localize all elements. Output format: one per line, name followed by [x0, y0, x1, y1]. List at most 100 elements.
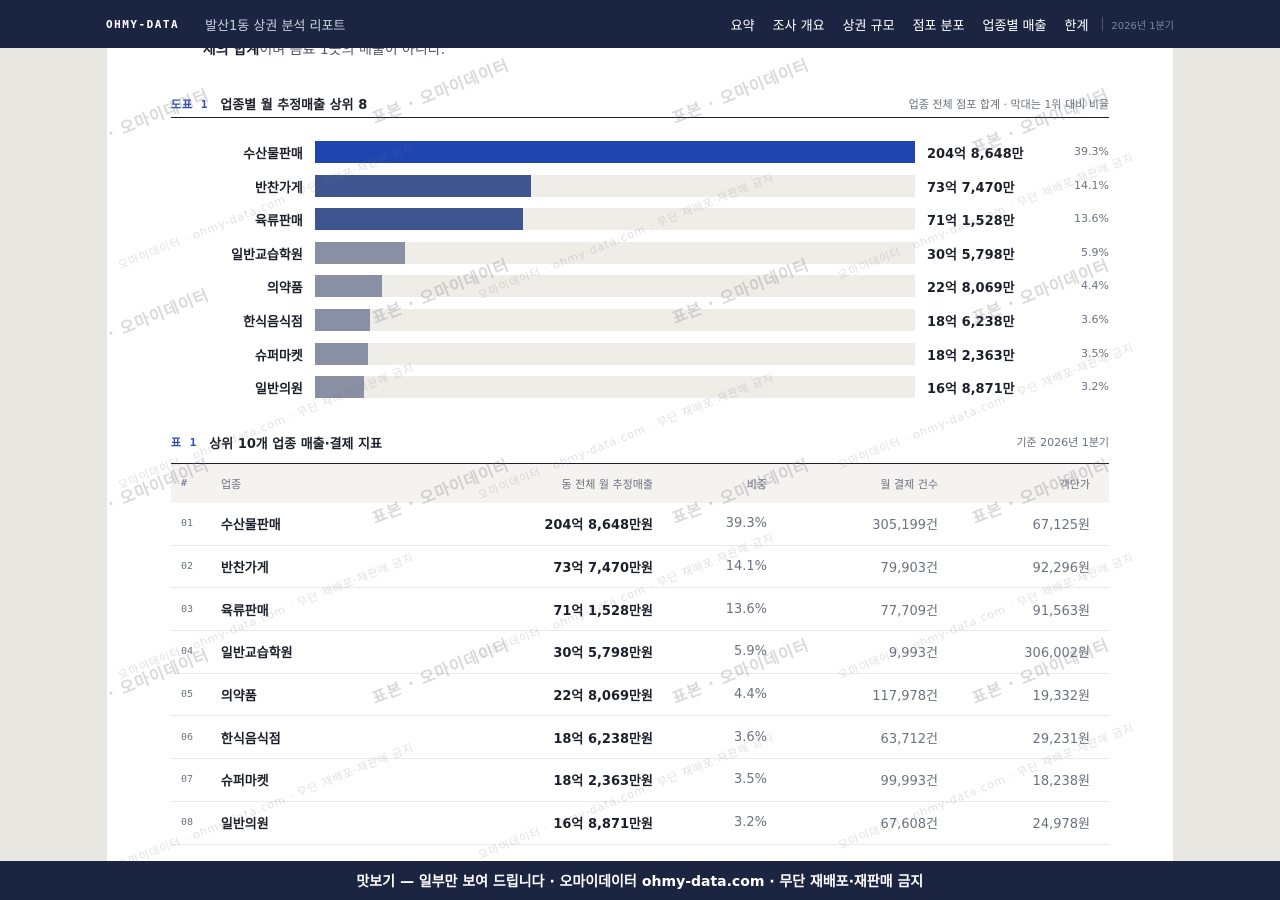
row-count: 99,993건: [880, 774, 938, 790]
row-number: 02: [181, 561, 194, 573]
nav-market-size[interactable]: 상권 규모: [842, 18, 895, 34]
row-avg: 306,002원: [1024, 646, 1090, 662]
row-number: 03: [181, 603, 194, 615]
table-row: 04 일반교습학원 30억 5,798만원 5.9% 9,993건 306,00…: [171, 631, 1109, 674]
bar: [315, 174, 531, 197]
intro-rest: 이며 음료 1곳의 매출이 아니다.: [259, 48, 446, 58]
bar: [315, 275, 382, 298]
nav-summary[interactable]: 요약: [730, 18, 755, 34]
bar-track: [315, 174, 915, 197]
preview-banner-text: 맛보기 — 일부만 보여 드립니다 · 오마이데이터 ohmy-data.com…: [356, 873, 924, 890]
row-share: 3.5%: [733, 772, 767, 788]
table-note: 기준 2026년 1분기: [1016, 436, 1109, 449]
table-row: 01 수산물판매 204억 8,648만원 39.3% 305,199건 67,…: [171, 503, 1109, 546]
table-head-row: # 업종 동 전체 월 추정매출 비중 월 결제 건수 객단가: [171, 463, 1109, 503]
preview-banner: 맛보기 — 일부만 보여 드립니다 · 오마이데이터 ohmy-data.com…: [0, 861, 1280, 900]
bar-row: 반찬가게 73억 7,470만 14.1%: [171, 174, 1109, 197]
bar-value-label: 30억 5,798만: [927, 247, 1015, 263]
bar: [315, 241, 405, 264]
bar-row: 의약품 22억 8,069만 4.4%: [171, 275, 1109, 298]
bar-track: [315, 141, 915, 163]
row-count: 79,903건: [880, 561, 938, 577]
row-category: 수산물판매: [221, 518, 281, 534]
bar-track: [315, 309, 915, 331]
bar-track: [315, 241, 915, 264]
col-category: 업종: [221, 477, 242, 491]
row-category: 육류판매: [221, 603, 269, 619]
row-sales: 71억 1,528만원: [553, 603, 653, 619]
bar-track: [315, 376, 915, 399]
section-nav: 요약 조사 개요 상권 규모 점포 분포 업종별 매출 한계 2026년 1분기: [713, 15, 1174, 34]
bar-row: 슈퍼마켓 18억 2,363만 3.5%: [171, 342, 1109, 365]
row-avg: 19,332원: [1032, 689, 1090, 705]
col-share: 비중: [746, 477, 767, 491]
report-page: 세의 합계이며 음료 1곳의 매출이 아니다. 도표 1 업종별 월 추정매출 …: [107, 48, 1173, 861]
table-row: 06 한식음식점 18억 6,238만원 3.6% 63,712건 29,231…: [171, 716, 1109, 760]
intro-bold: 세의 합계: [203, 48, 260, 58]
row-category: 일반교습학원: [221, 646, 293, 662]
row-share: 13.6%: [725, 601, 767, 617]
col-monthly-sales: 동 전체 월 추정매출: [561, 477, 653, 491]
row-number: 07: [181, 774, 194, 786]
nav-sales-by-category[interactable]: 업종별 매출: [982, 18, 1047, 34]
bar-category-label: 일반교습학원: [231, 247, 303, 263]
table-header: 표 1 상위 10개 업종 매출·결제 지표 기준 2026년 1분기: [171, 428, 1109, 456]
table-row: 05 의약품 22억 8,069만원 4.4% 117,978건 19,332원: [171, 674, 1109, 717]
row-number: 08: [181, 817, 194, 829]
bar: [315, 376, 365, 399]
bar-row: 육류판매 71억 1,528만 13.6%: [171, 208, 1109, 231]
col-avg-spend: 객단가: [1059, 477, 1090, 491]
bar: [315, 309, 370, 331]
report-title: 발산1동 상권 분석 리포트: [205, 18, 346, 34]
bar: [315, 342, 369, 365]
bar-track: [315, 275, 915, 298]
row-sales: 204억 8,648만원: [544, 518, 653, 534]
bar-share-label: 4.4%: [1081, 279, 1109, 293]
bar-category-label: 일반의원: [255, 382, 303, 398]
sales-bar-chart: 수산물판매 204억 8,648만 39.3% 반찬가게 73억 7,470만 14.1%…: [171, 141, 1109, 401]
nav-overview[interactable]: 조사 개요: [772, 18, 825, 34]
bar-row: 일반교습학원 30억 5,798만 5.9%: [171, 241, 1109, 264]
row-avg: 24,978원: [1032, 817, 1090, 833]
row-category: 일반의원: [221, 817, 269, 833]
row-category: 한식음식점: [221, 731, 281, 747]
bar-track: [315, 208, 915, 231]
table-row: 03 육류판매 71억 1,528만원 13.6% 77,709건 91,563…: [171, 588, 1109, 632]
bar-category-label: 한식음식점: [243, 315, 303, 330]
figure-label: 도표 1: [171, 97, 209, 111]
row-share: 4.4%: [733, 687, 767, 703]
brand-logo[interactable]: OHMY-DATA: [106, 17, 180, 31]
top-navbar: OHMY-DATA 발산1동 상권 분석 리포트 요약 조사 개요 상권 규모 …: [0, 0, 1280, 48]
row-share: 3.2%: [733, 815, 767, 831]
bar-share-label: 13.6%: [1074, 212, 1109, 226]
bar-value-label: 73억 7,470만: [927, 180, 1015, 196]
row-share: 14.1%: [725, 559, 767, 575]
table-title: 상위 10개 업종 매출·결제 지표: [209, 436, 383, 452]
bar-share-label: 14.1%: [1074, 178, 1109, 192]
bar-share-label: 3.2%: [1081, 380, 1109, 394]
nav-limitations[interactable]: 한계: [1064, 18, 1089, 34]
bar: [315, 208, 524, 231]
bar-share-label: 39.3%: [1074, 145, 1109, 158]
nav-store-distribution[interactable]: 점포 분포: [912, 18, 965, 34]
row-share: 5.9%: [733, 644, 767, 660]
row-sales: 18억 2,363만원: [553, 774, 653, 790]
row-number: 05: [181, 689, 194, 701]
row-share: 39.3%: [725, 516, 767, 532]
row-sales: 30억 5,798만원: [553, 646, 653, 662]
bar-share-label: 5.9%: [1081, 245, 1109, 259]
row-number: 06: [181, 731, 194, 743]
row-share: 3.6%: [733, 729, 767, 745]
sales-table: # 업종 동 전체 월 추정매출 비중 월 결제 건수 객단가 01 수산물판매…: [171, 463, 1109, 845]
row-count: 9,993건: [888, 646, 938, 662]
bar-value-label: 16억 8,871만: [927, 382, 1015, 398]
figure-note: 업종 전체 점포 합계 · 막대는 1위 대비 비율: [908, 97, 1109, 111]
bar-row: 일반의원 16억 8,871만 3.2%: [171, 376, 1109, 399]
intro-text: 세의 합계이며 음료 1곳의 매출이 아니다.: [203, 48, 445, 59]
bar-category-label: 육류판매: [255, 214, 303, 230]
row-count: 305,199건: [872, 518, 938, 534]
row-sales: 18억 6,238만원: [553, 731, 653, 747]
table-label: 표 1: [171, 436, 198, 449]
row-avg: 92,296원: [1032, 561, 1090, 577]
bar-category-label: 의약품: [267, 281, 303, 297]
